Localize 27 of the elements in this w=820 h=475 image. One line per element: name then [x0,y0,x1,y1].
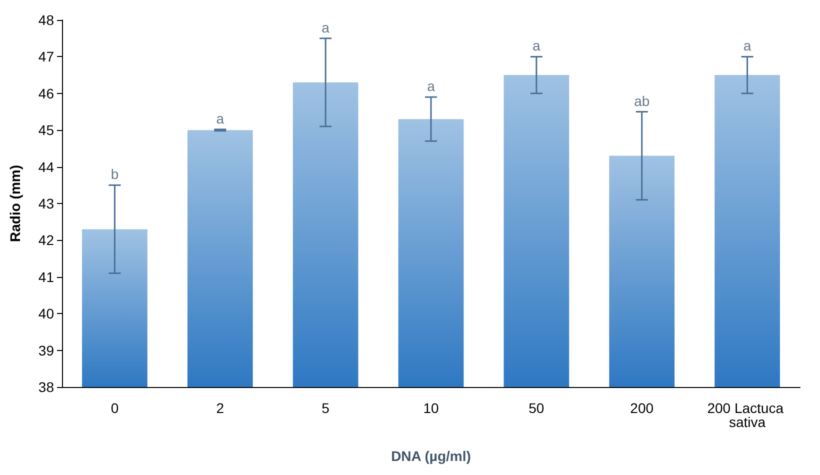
y-tick-label: 47 [38,48,54,65]
annotation: ab [634,92,650,109]
x-tick-label: 5 [322,400,330,416]
y-tick-label: 44 [38,158,54,175]
y-tick-label: 42 [38,232,54,248]
y-tick-label: 45 [38,122,54,138]
annotation: a [427,78,436,94]
y-tick-label: 41 [38,268,54,285]
y-tick-label: 40 [38,306,54,322]
x-tick-label: 50 [528,400,544,416]
annotation: b [110,166,119,182]
annotation: a [216,110,224,126]
y-axis-title: Radio (mm) [7,165,23,242]
x-tick-label: 0 [110,400,119,416]
x-axis-title: DNA (µg/ml) [391,448,471,464]
x-tick-label: 10 [423,400,439,416]
y-tick-label: 43 [38,196,54,212]
annotation: a [322,19,330,36]
y-tick-label: 48 [38,12,54,28]
y-tick-label: 38 [38,379,54,395]
y-tick-label: 39 [38,342,54,358]
x-tick-label: 2 [216,400,224,416]
annotation: a [532,38,541,54]
x-tick-label: 200 Lactuca sativa [707,400,788,430]
annotation: a [743,38,752,54]
x-tick-label: 200 [630,400,654,416]
y-tick-label: 46 [38,85,54,102]
